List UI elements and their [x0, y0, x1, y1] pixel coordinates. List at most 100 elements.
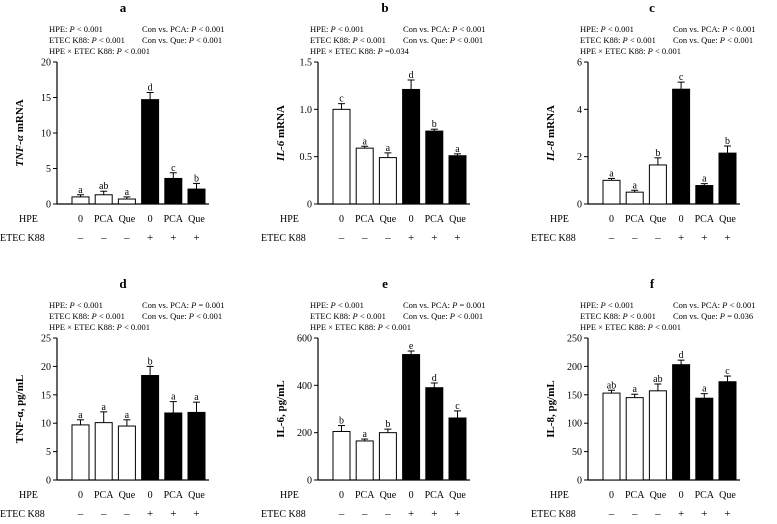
contrast-line: Con vs. Que: P < 0.001 — [403, 35, 483, 45]
category-tick-label: Que — [650, 490, 667, 501]
y-axis-label: IL-8, pg/mL — [545, 380, 557, 437]
category-tick-label: 0 — [78, 490, 83, 501]
y-tick-label: 2 — [577, 152, 582, 163]
hpe-row-label: HPE — [280, 490, 299, 501]
y-tick-label: 0 — [577, 476, 582, 487]
etec-sign: + — [431, 508, 437, 520]
bar — [332, 430, 351, 481]
etec-sign: + — [678, 508, 684, 520]
contrast-line: Con vs. PCA: P = 0.001 — [142, 300, 225, 310]
bar — [695, 185, 714, 205]
category-tick-label: PCA — [425, 214, 445, 225]
significance-letter: d — [409, 70, 414, 81]
etec-sign: – — [77, 508, 84, 520]
etec-sign: – — [338, 508, 345, 520]
etec-sign: + — [147, 508, 153, 520]
etec-sign: + — [454, 232, 460, 244]
y-axis-label: TNF-α mRNA — [14, 99, 26, 167]
bar — [425, 130, 444, 205]
stat-line: HPE: P < 0.001 — [580, 300, 634, 310]
etec-sign: – — [123, 232, 130, 244]
category-tick-label: 0 — [409, 490, 414, 501]
category-tick-label: 0 — [148, 490, 153, 501]
category-tick-label: Que — [188, 214, 205, 225]
y-tick-label: 0 — [46, 200, 51, 211]
significance-letter: a — [78, 410, 83, 421]
stat-line: HPE: P < 0.001 — [49, 300, 103, 310]
bar — [402, 354, 421, 481]
etec-sign: + — [701, 232, 707, 244]
significance-letter: a — [125, 410, 130, 421]
contrast-line: Con vs. PCA: P < 0.001 — [673, 24, 756, 34]
significance-letter: d — [148, 83, 153, 94]
y-tick-label: 10 — [41, 129, 51, 140]
y-axis-label: IL-8 mRNA — [545, 105, 557, 162]
hpe-row-label: HPE — [550, 490, 569, 501]
stat-line: HPE: P < 0.001 — [580, 24, 634, 34]
significance-letter: c — [455, 401, 460, 412]
etec-sign: – — [631, 508, 638, 520]
category-tick-label: 0 — [148, 214, 153, 225]
panel-label: f — [650, 276, 655, 291]
etec-sign: – — [384, 232, 391, 244]
stat-line: HPE × ETEC K88: P < 0.001 — [49, 46, 150, 56]
stat-line: ETEC K88: P < 0.001 — [49, 35, 125, 45]
bar — [94, 194, 113, 205]
category-tick-label: 0 — [409, 214, 414, 225]
significance-letter: d — [679, 350, 684, 361]
contrast-line: Con vs. PCA: P < 0.001 — [403, 24, 486, 34]
etec-sign: + — [724, 508, 730, 520]
y-tick-label: 5 — [46, 447, 51, 458]
category-tick-label: 0 — [609, 490, 614, 501]
significance-letter: d — [432, 373, 437, 384]
bar — [602, 179, 621, 205]
y-tick-label: 6 — [577, 58, 582, 69]
etec-sign: – — [338, 232, 345, 244]
y-tick-label: 100 — [567, 419, 582, 430]
significance-letter: a — [171, 392, 176, 403]
significance-letter: a — [702, 174, 707, 185]
category-tick-label: PCA — [94, 490, 114, 501]
significance-letter: a — [125, 187, 130, 198]
etec-sign: – — [608, 232, 615, 244]
bar — [718, 152, 737, 205]
stat-line: ETEC K88: P < 0.001 — [580, 35, 656, 45]
stat-line: HPE: P < 0.001 — [310, 24, 364, 34]
panel-label: c — [649, 0, 655, 15]
bar — [672, 88, 691, 205]
category-tick-label: 0 — [78, 214, 83, 225]
stat-line: HPE: P < 0.001 — [49, 24, 103, 34]
significance-letter: b — [655, 148, 660, 159]
etec-sign: – — [631, 232, 638, 244]
y-tick-label: 1.0 — [300, 105, 313, 116]
category-tick-label: PCA — [355, 490, 375, 501]
category-tick-label: Que — [449, 214, 466, 225]
category-tick-label: 0 — [679, 490, 684, 501]
hpe-row-label: HPE — [19, 490, 38, 501]
category-tick-label: Que — [380, 214, 397, 225]
etec-sign: + — [408, 232, 414, 244]
category-tick-label: Que — [650, 214, 667, 225]
bar — [164, 177, 183, 205]
y-tick-label: 400 — [297, 381, 312, 392]
etec-row-label: ETEC K88 — [531, 233, 576, 244]
significance-letter: b — [194, 173, 199, 184]
significance-letter: a — [455, 144, 460, 155]
y-tick-label: 20 — [41, 58, 51, 69]
etec-sign: + — [170, 508, 176, 520]
significance-letter: c — [171, 163, 176, 174]
contrast-line: Con vs. Que: P < 0.001 — [673, 35, 753, 45]
category-tick-label: PCA — [164, 490, 184, 501]
bar — [141, 99, 160, 205]
contrast-line: Con vs. Que: P < 0.001 — [142, 35, 222, 45]
stat-line: ETEC K88: P < 0.001 — [310, 311, 386, 321]
significance-letter: b — [148, 356, 153, 367]
y-tick-label: 25 — [41, 334, 51, 345]
bar — [695, 397, 714, 481]
etec-sign: – — [608, 508, 615, 520]
significance-letter: c — [725, 366, 730, 377]
